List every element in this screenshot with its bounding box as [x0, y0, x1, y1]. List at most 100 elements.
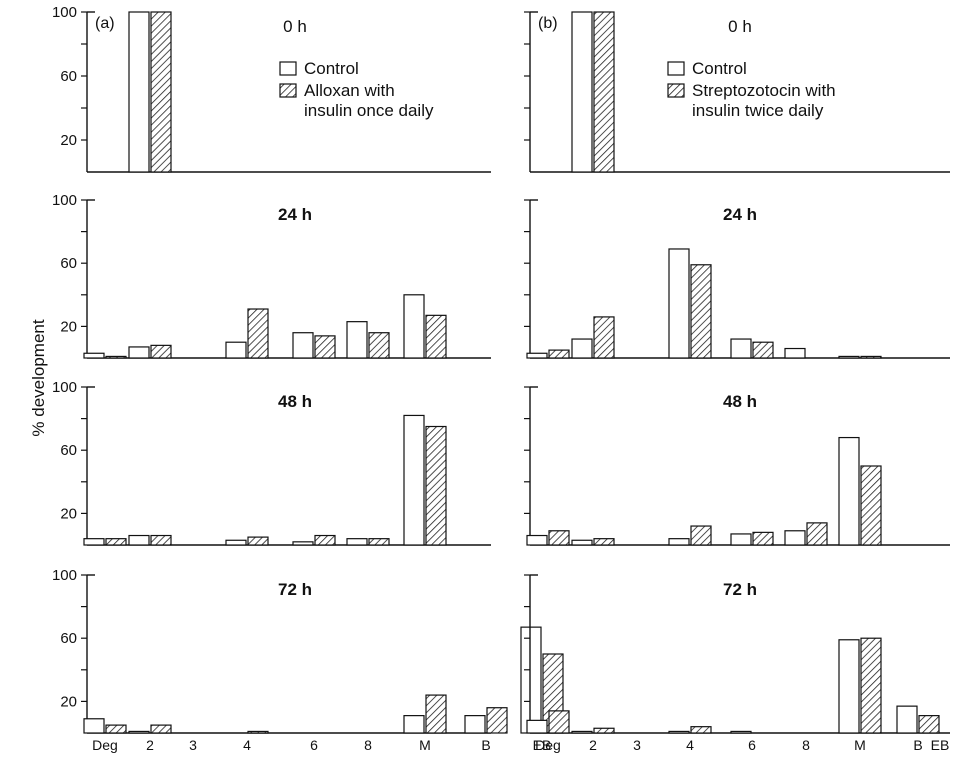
bar-treated	[150, 11, 172, 173]
bar-treated	[593, 316, 615, 359]
y-tick-label: 20	[60, 693, 77, 710]
legend-label: Control	[304, 59, 359, 78]
time-label: 72 h	[278, 580, 312, 599]
y-tick-label: 20	[60, 132, 77, 149]
bar-treated	[593, 538, 615, 546]
bar-control	[668, 248, 690, 359]
y-tick-label: 100	[52, 192, 77, 209]
bar-control	[896, 705, 918, 734]
panel-label: (b)	[538, 15, 558, 32]
time-label: 0 h	[283, 17, 307, 36]
bar-control	[83, 718, 105, 734]
x-tick-label: 3	[189, 737, 197, 753]
bar-treated	[105, 724, 127, 734]
bar-treated	[690, 264, 712, 359]
y-tick-label: 100	[52, 379, 77, 396]
bar-control	[838, 639, 860, 734]
legend-label: Control	[692, 59, 747, 78]
legend-swatch-treated	[279, 83, 297, 98]
panel-label: (a)	[95, 15, 115, 32]
panel-2: (b) 0 h Control Streptozotocin withinsulin …	[524, 11, 950, 173]
bar-treated	[548, 349, 570, 359]
y-axis-label: % development	[29, 319, 48, 436]
bar-control	[403, 294, 425, 359]
bar-treated	[593, 727, 615, 734]
bar-control	[838, 355, 860, 359]
bar-treated	[918, 715, 940, 734]
x-tick-label: 3	[633, 737, 641, 753]
bar-control	[838, 436, 860, 546]
y-tick-label: 60	[60, 255, 77, 272]
bar-treated	[247, 308, 269, 359]
x-tick-label: Deg	[535, 737, 561, 753]
bar-control	[730, 533, 752, 546]
x-tick-label: 2	[589, 737, 597, 753]
bar-control	[403, 715, 425, 734]
bar-treated	[425, 694, 447, 734]
bar-control	[571, 338, 593, 359]
x-tick-label: 4	[243, 737, 251, 753]
time-label: 48 h	[723, 392, 757, 411]
bar-treated	[150, 534, 172, 546]
bar-control	[225, 341, 247, 359]
time-label: 48 h	[278, 392, 312, 411]
y-tick-label: 100	[52, 567, 77, 584]
time-label: 72 h	[723, 580, 757, 599]
bar-control	[668, 538, 690, 546]
y-tick-label: 60	[60, 630, 77, 647]
y-tick-label: 60	[60, 442, 77, 459]
bar-treated	[368, 332, 390, 359]
bar-treated	[752, 341, 774, 359]
bar-control	[225, 539, 247, 546]
bar-control	[128, 534, 150, 546]
bar-control	[571, 11, 593, 173]
bar-treated	[860, 465, 882, 546]
y-tick-label: 100	[52, 4, 77, 21]
x-tick-label: Deg	[92, 737, 118, 753]
bar-control	[730, 338, 752, 359]
bar-treated	[150, 724, 172, 734]
bar-control	[526, 534, 548, 546]
bar-treated	[425, 425, 447, 546]
panel-4: 24 h	[524, 199, 950, 359]
x-tick-label: 4	[686, 737, 694, 753]
bar-treated	[486, 707, 508, 734]
bar-treated	[105, 538, 127, 546]
bar-control	[346, 321, 368, 359]
legend-swatch-treated	[667, 83, 685, 98]
bar-control	[784, 347, 806, 359]
bar-control	[83, 352, 105, 359]
x-tick-label: 2	[146, 737, 154, 753]
bar-treated	[314, 335, 336, 359]
x-tick-label: EB	[931, 737, 950, 753]
x-tick-label: M	[854, 737, 866, 753]
legend-label: insulin once daily	[304, 101, 434, 120]
bar-control	[784, 530, 806, 546]
bar-control	[292, 541, 314, 546]
bar-control	[346, 538, 368, 546]
legend-label: Streptozotocin with	[692, 81, 836, 100]
bar-treated	[548, 710, 570, 734]
bar-treated	[368, 538, 390, 546]
bar-treated	[860, 637, 882, 734]
x-tick-label: M	[419, 737, 431, 753]
panel-1: 100 60 20 (a) 0 h Control Alloxan withinsulin …	[52, 4, 491, 173]
bar-treated	[548, 530, 570, 546]
bar-treated	[593, 11, 615, 173]
panel-3: 100 60 20 24 h	[52, 192, 491, 359]
y-tick-label: 60	[60, 68, 77, 85]
bar-control	[128, 346, 150, 359]
bar-treated	[690, 726, 712, 734]
bar-control	[128, 730, 150, 734]
x-tick-label: B	[481, 737, 490, 753]
bar-treated	[860, 355, 882, 359]
time-label: 24 h	[278, 205, 312, 224]
legend-label: insulin twice daily	[692, 101, 824, 120]
x-tick-label: 8	[802, 737, 810, 753]
bar-control	[526, 719, 548, 734]
panel-8: 72 h Deg 2 3 4 6 8 M B EB	[524, 574, 950, 753]
bar-treated	[690, 525, 712, 546]
